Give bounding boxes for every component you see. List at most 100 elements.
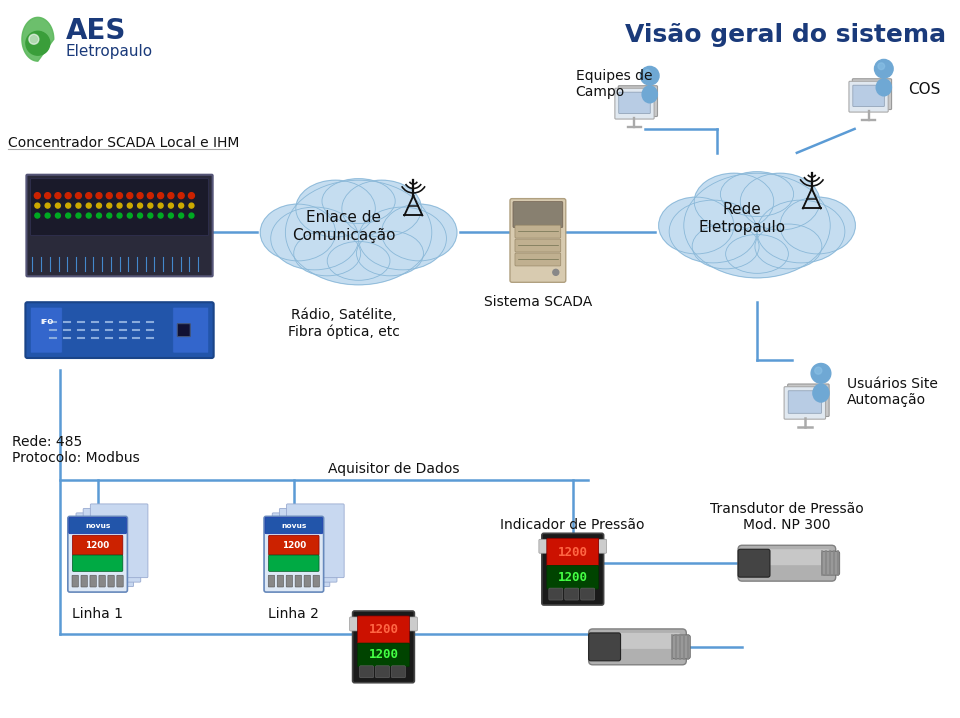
FancyBboxPatch shape (788, 384, 829, 416)
Circle shape (117, 213, 122, 218)
FancyBboxPatch shape (539, 539, 547, 554)
FancyBboxPatch shape (618, 85, 658, 116)
FancyBboxPatch shape (72, 575, 79, 587)
Circle shape (168, 213, 174, 218)
FancyBboxPatch shape (619, 92, 650, 113)
FancyBboxPatch shape (81, 575, 87, 587)
Circle shape (168, 192, 174, 199)
FancyBboxPatch shape (360, 666, 373, 678)
FancyBboxPatch shape (515, 239, 561, 252)
Circle shape (157, 192, 163, 199)
Circle shape (96, 192, 102, 199)
FancyBboxPatch shape (349, 617, 357, 631)
FancyBboxPatch shape (738, 549, 770, 577)
Ellipse shape (755, 224, 822, 269)
FancyBboxPatch shape (286, 575, 293, 587)
FancyBboxPatch shape (588, 629, 686, 665)
Text: Eletropaulo: Eletropaulo (65, 44, 153, 59)
FancyBboxPatch shape (849, 81, 888, 112)
FancyBboxPatch shape (279, 508, 337, 582)
Circle shape (127, 192, 132, 199)
Ellipse shape (669, 200, 757, 263)
Circle shape (76, 203, 81, 208)
FancyBboxPatch shape (287, 504, 344, 578)
Ellipse shape (359, 207, 446, 270)
Circle shape (179, 192, 184, 199)
FancyBboxPatch shape (672, 635, 690, 659)
Text: Indicador de Pressão: Indicador de Pressão (500, 518, 645, 532)
Text: novus: novus (84, 523, 110, 528)
Circle shape (179, 203, 183, 208)
FancyBboxPatch shape (822, 551, 840, 575)
FancyBboxPatch shape (744, 549, 829, 565)
FancyBboxPatch shape (357, 643, 409, 667)
Circle shape (189, 203, 194, 208)
Circle shape (65, 213, 71, 218)
Circle shape (811, 363, 830, 383)
Ellipse shape (684, 173, 830, 278)
Circle shape (815, 367, 822, 374)
Circle shape (117, 203, 122, 208)
FancyBboxPatch shape (594, 633, 681, 649)
Circle shape (148, 213, 153, 218)
FancyBboxPatch shape (409, 617, 418, 631)
FancyBboxPatch shape (295, 575, 301, 587)
FancyBboxPatch shape (852, 79, 892, 110)
Circle shape (56, 213, 60, 218)
Text: 1200: 1200 (85, 541, 109, 550)
FancyBboxPatch shape (269, 536, 319, 555)
Circle shape (644, 70, 651, 77)
Circle shape (86, 213, 91, 218)
Ellipse shape (381, 204, 457, 261)
Text: 1200: 1200 (369, 648, 398, 661)
Ellipse shape (780, 197, 855, 254)
FancyBboxPatch shape (72, 555, 123, 572)
FancyBboxPatch shape (352, 611, 415, 683)
FancyBboxPatch shape (510, 199, 565, 282)
Ellipse shape (720, 172, 794, 217)
FancyBboxPatch shape (265, 518, 323, 533)
Circle shape (148, 203, 153, 208)
Text: 1200: 1200 (281, 541, 306, 550)
Text: Enlace de
Comunicação: Enlace de Comunicação (292, 210, 396, 243)
Circle shape (189, 213, 194, 218)
FancyBboxPatch shape (99, 575, 106, 587)
FancyBboxPatch shape (515, 225, 561, 238)
FancyBboxPatch shape (31, 307, 62, 353)
Circle shape (97, 203, 102, 208)
FancyBboxPatch shape (178, 324, 190, 337)
FancyBboxPatch shape (513, 202, 563, 228)
FancyBboxPatch shape (117, 575, 123, 587)
FancyBboxPatch shape (581, 588, 594, 600)
FancyBboxPatch shape (72, 536, 123, 555)
Circle shape (65, 203, 71, 208)
Ellipse shape (322, 179, 396, 223)
FancyBboxPatch shape (784, 387, 826, 419)
Polygon shape (22, 17, 54, 61)
FancyBboxPatch shape (269, 555, 319, 572)
Ellipse shape (757, 200, 845, 263)
Text: Usuários Site
Automação: Usuários Site Automação (847, 377, 938, 407)
Text: Visão geral do sistema: Visão geral do sistema (625, 23, 947, 47)
FancyBboxPatch shape (357, 616, 409, 644)
Circle shape (97, 213, 102, 218)
FancyBboxPatch shape (614, 88, 654, 119)
Ellipse shape (659, 197, 734, 254)
Circle shape (56, 203, 60, 208)
Ellipse shape (342, 180, 421, 237)
FancyBboxPatch shape (264, 516, 324, 592)
FancyBboxPatch shape (26, 174, 213, 276)
Ellipse shape (876, 79, 892, 95)
Circle shape (45, 203, 50, 208)
Circle shape (179, 213, 183, 218)
Circle shape (107, 213, 111, 218)
Circle shape (76, 192, 82, 199)
FancyBboxPatch shape (31, 179, 208, 236)
Circle shape (877, 62, 885, 70)
Text: Linha 1: Linha 1 (72, 607, 123, 621)
Circle shape (65, 192, 71, 199)
Circle shape (107, 192, 112, 199)
FancyBboxPatch shape (549, 588, 563, 600)
Text: Linha 2: Linha 2 (269, 607, 320, 621)
FancyBboxPatch shape (515, 253, 561, 266)
